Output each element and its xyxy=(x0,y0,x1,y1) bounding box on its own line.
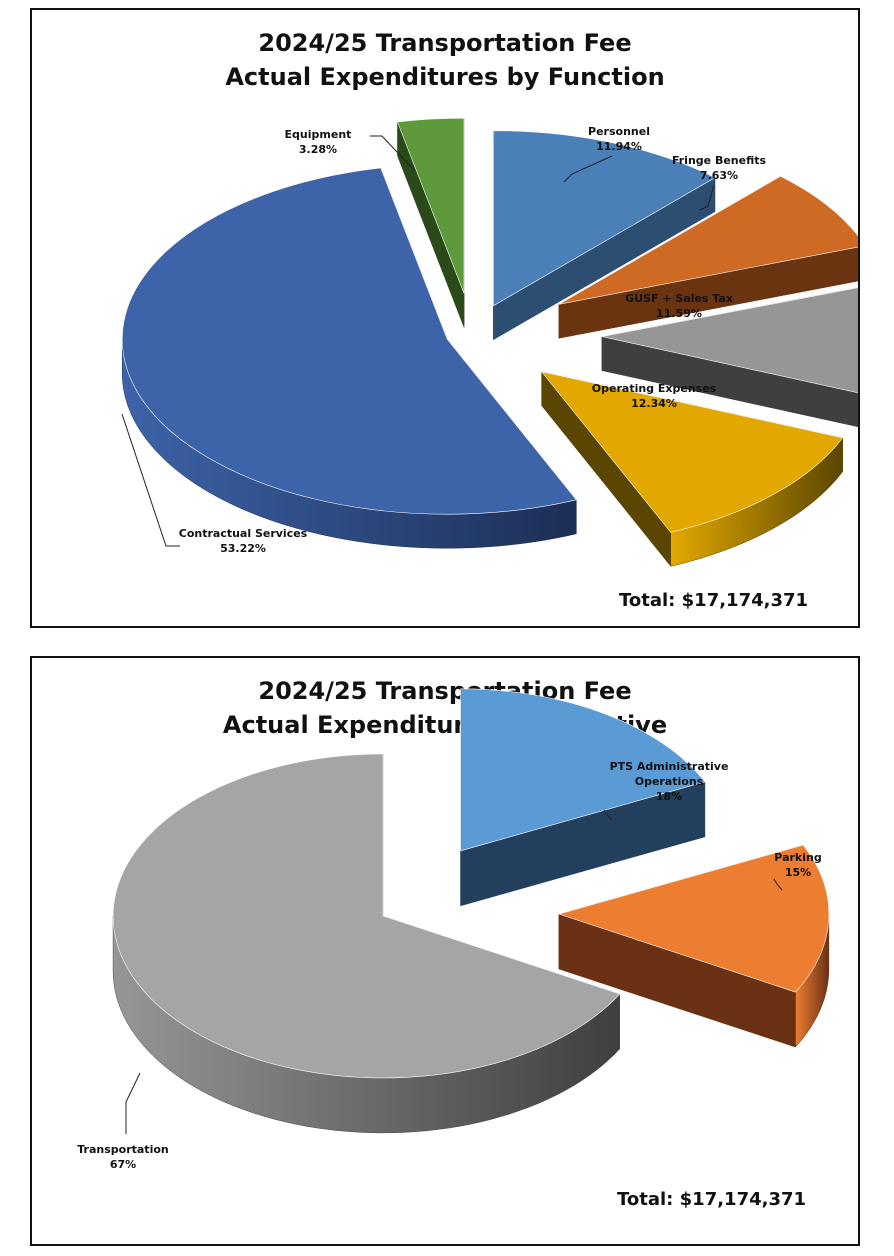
undefined-operating-expenses-name-label: Operating Expenses xyxy=(592,382,717,395)
undefined-personnel-label: Personnel 11.94% xyxy=(588,125,650,153)
undefined-contractual-services-leader-line xyxy=(121,413,180,547)
undefined-parking-label: Parking 15% xyxy=(774,851,821,879)
undefined-fringe-benefits-leader-line xyxy=(699,184,715,211)
function-chart-total: Total: $17,174,371 xyxy=(619,590,809,611)
undefined-equipment-value-label: 3.28% xyxy=(299,143,337,156)
initiative-chart-total: Total: $17,174,371 xyxy=(617,1189,807,1210)
undefined-contractual-services-name-label: Contractual Services xyxy=(179,527,308,540)
function-chart-title-line-2: Actual Expenditures by Function xyxy=(225,63,665,91)
undefined-pts-administrative-operations-label: PTS Administrative Operations 18% xyxy=(610,760,729,803)
undefined-fringe-benefits-label: Fringe Benefits 7.63% xyxy=(672,154,767,182)
undefined-equipment-leader-line xyxy=(370,135,415,171)
undefined-personnel-value-label: 11.94% xyxy=(596,140,642,153)
undefined-pts-administrative-operations-name-label: PTS Administrative xyxy=(610,760,729,773)
undefined-operating-expenses-label: Operating Expenses 12.34% xyxy=(592,382,717,410)
function-chart-title: 2024/25 Transportation Fee Actual Expend… xyxy=(32,26,858,94)
undefined-contractual-services-slice xyxy=(121,167,577,515)
undefined-personnel-name-label: Personnel xyxy=(588,125,650,138)
undefined-personnel-slice xyxy=(493,130,716,307)
undefined-personnel-leader-line xyxy=(563,155,613,183)
undefined-parking-name-label: Parking xyxy=(774,851,821,864)
undefined-parking-slice xyxy=(557,844,830,993)
undefined-contractual-services-label: Contractual Services 53.22% xyxy=(179,527,308,555)
undefined-parking-value-label: 15% xyxy=(785,866,811,879)
initiative-chart-panel: 2024/25 Transportation Fee Actual Expend… xyxy=(30,656,860,1246)
function-pie-chart: Personnel 11.94% Fringe Benefits 7.63% GUSF … xyxy=(121,117,858,568)
undefined-gusf-sales-tax-label: GUSF + Sales Tax 11.59% xyxy=(625,292,733,320)
undefined-fringe-benefits-slice xyxy=(558,175,858,305)
undefined-equipment-label: Equipment 3.28% xyxy=(285,128,352,156)
undefined-parking-leader-line xyxy=(773,878,783,891)
undefined-transportation-label: Transportation 67% xyxy=(77,1143,168,1171)
initiative-pie-chart: PTS Administrative Operations 18% Parking 15… xyxy=(77,688,830,1171)
undefined-operating-expenses-value-label: 12.34% xyxy=(631,397,677,410)
undefined-fringe-benefits-name-label: Fringe Benefits xyxy=(672,154,767,167)
function-chart-panel: 2024/25 Transportation Fee Actual Expend… xyxy=(30,8,860,628)
undefined-equipment-slice xyxy=(397,117,465,294)
undefined-transportation-leader-line xyxy=(125,1072,141,1134)
initiative-chart-title-line-1: 2024/25 Transportation Fee xyxy=(258,677,632,705)
undefined-gusf-sales-tax-name-label: GUSF + Sales Tax xyxy=(625,292,733,305)
undefined-pts-administrative-operations-name-label: Operations xyxy=(635,775,704,788)
undefined-gusf-sales-tax-value-label: 11.59% xyxy=(656,307,702,320)
function-chart-title-line-1: 2024/25 Transportation Fee xyxy=(258,29,632,57)
undefined-transportation-slice xyxy=(112,753,621,1079)
undefined-operating-expenses-slice xyxy=(540,371,844,533)
undefined-equipment-name-label: Equipment xyxy=(285,128,352,141)
undefined-pts-administrative-operations-leader-line xyxy=(603,809,613,821)
undefined-pts-administrative-operations-slice xyxy=(460,688,706,852)
undefined-contractual-services-value-label: 53.22% xyxy=(220,542,266,555)
undefined-transportation-value-label: 67% xyxy=(110,1158,136,1171)
undefined-transportation-name-label: Transportation xyxy=(77,1143,168,1156)
undefined-pts-administrative-operations-value-label: 18% xyxy=(656,790,682,803)
undefined-gusf-sales-tax-slice xyxy=(601,287,858,394)
undefined-fringe-benefits-value-label: 7.63% xyxy=(700,169,738,182)
